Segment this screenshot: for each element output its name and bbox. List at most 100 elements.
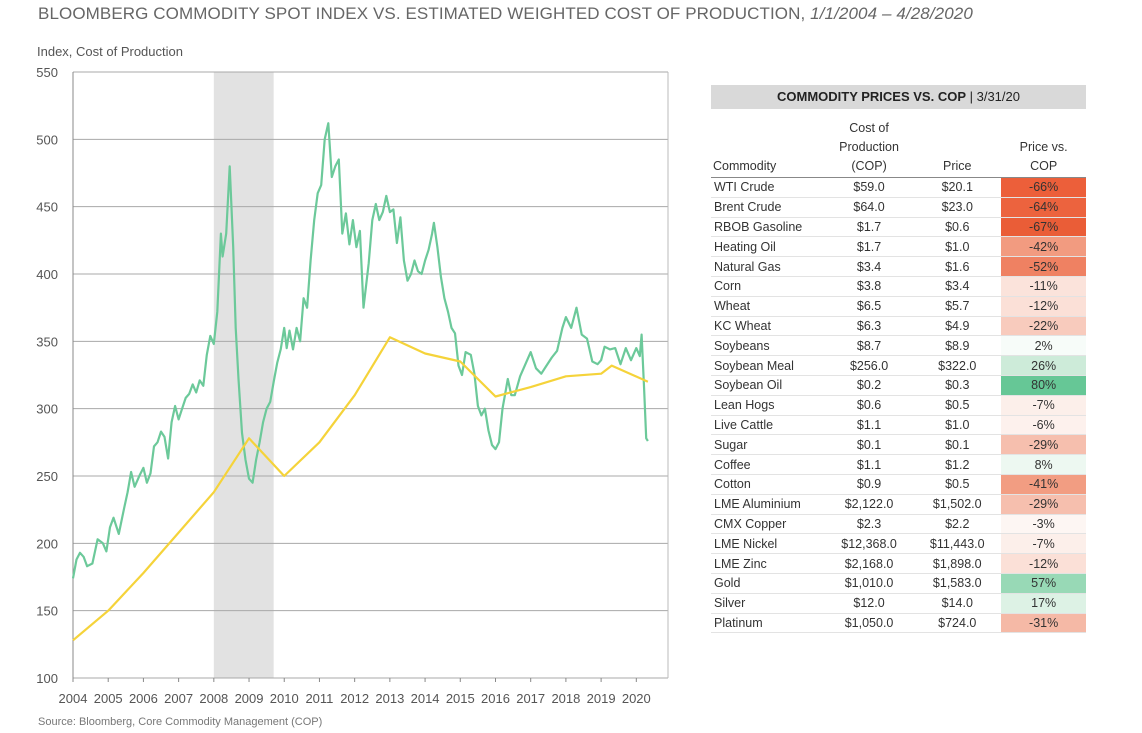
pct-cell: -3% [1001, 514, 1086, 535]
pct-cell: 57% [1001, 573, 1086, 594]
pct-cell: 2% [1001, 335, 1086, 357]
price-cell: $322.0 [913, 355, 1002, 376]
cop-cell: $0.2 [824, 375, 914, 396]
commodity-cell: Silver [711, 593, 825, 614]
x-tick-label: 2016 [481, 691, 510, 706]
table-row: Natural Gas $3.4 $1.6 -52% [711, 256, 1086, 277]
price-cell: $1.6 [913, 256, 1002, 277]
pct-cell: -12% [1001, 553, 1086, 574]
table-header-date: | 3/31/20 [969, 89, 1020, 104]
table-row: Cotton $0.9 $0.5 -41% [711, 474, 1086, 495]
table-header-row: Commodity Cost of Production (COP) Price… [711, 119, 1086, 178]
table-row: LME Nickel $12,368.0 $11,443.0 -7% [711, 533, 1086, 555]
commodity-cell: RBOB Gasoline [711, 217, 825, 238]
cop-cell: $2,168.0 [824, 553, 914, 574]
pct-cell: -12% [1001, 296, 1086, 317]
price-cell: $0.3 [913, 375, 1002, 396]
table-row: LME Zinc $2,168.0 $1,898.0 -12% [711, 553, 1086, 574]
pct-cell: -66% [1001, 177, 1086, 198]
chart-title: BLOOMBERG COMMODITY SPOT INDEX VS. ESTIM… [38, 4, 973, 24]
pct-cell: -6% [1001, 415, 1086, 436]
pct-cell: 17% [1001, 593, 1086, 614]
table-row: WTI Crude $59.0 $20.1 -66% [711, 177, 1086, 198]
x-tick-label: 2004 [59, 691, 88, 706]
commodity-cell: LME Aluminium [711, 494, 825, 515]
x-tick-label: 2009 [235, 691, 264, 706]
price-cell: $1.0 [913, 236, 1002, 258]
chart-title-dates: 1/1/2004 – 4/28/2020 [810, 4, 973, 23]
y-tick-label: 400 [36, 267, 58, 282]
commodity-cell: Soybean Oil [711, 375, 825, 396]
price-cell: $23.0 [913, 197, 1002, 218]
cop-cell: $1.1 [824, 415, 914, 436]
x-tick-label: 2018 [551, 691, 580, 706]
pct-cell: 80% [1001, 375, 1086, 396]
cop-table-panel: COMMODITY PRICES VS. COP | 3/31/20 Commo… [711, 85, 1086, 634]
x-tick-label: 2014 [411, 691, 440, 706]
pct-cell: -7% [1001, 533, 1086, 555]
pct-cell: -29% [1001, 434, 1086, 456]
table-row: Soybean Meal $256.0 $322.0 26% [711, 355, 1086, 376]
cop-cell: $2.3 [824, 514, 914, 535]
commodity-cell: Corn [711, 276, 825, 297]
cop-cell: $256.0 [824, 355, 914, 376]
table-body: WTI Crude $59.0 $20.1 -66% Brent Crude $64.0 $… [711, 177, 1086, 634]
series-line-cost-of-production [72, 336, 649, 642]
commodity-cell: Natural Gas [711, 256, 825, 277]
col-header-pct-line2: COP [1030, 159, 1058, 173]
y-tick-label: 250 [36, 469, 58, 484]
col-header-cop-line3: (COP) [851, 159, 887, 173]
table-row: Heating Oil $1.7 $1.0 -42% [711, 236, 1086, 258]
cop-cell: $59.0 [824, 177, 914, 198]
table-row: Corn $3.8 $3.4 -11% [711, 276, 1086, 297]
chart-title-text: BLOOMBERG COMMODITY SPOT INDEX VS. ESTIM… [38, 4, 806, 23]
table-row: Platinum $1,050.0 $724.0 -31% [711, 613, 1086, 634]
table-row: CMX Copper $2.3 $2.2 -3% [711, 514, 1086, 535]
commodity-cell: WTI Crude [711, 177, 825, 198]
col-header-cop-line1: Cost of [849, 121, 889, 135]
price-cell: $724.0 [913, 613, 1002, 634]
cop-cell: $3.4 [824, 256, 914, 277]
y-axis-label: Index, Cost of Production [37, 44, 183, 59]
shaded-region [213, 72, 274, 678]
table-row: Silver $12.0 $14.0 17% [711, 593, 1086, 614]
commodity-cell: Platinum [711, 613, 825, 634]
y-tick-label: 150 [36, 604, 58, 619]
commodity-cell: Gold [711, 573, 825, 594]
price-cell: $0.5 [913, 474, 1002, 495]
col-header-pct-line1: Price vs. [1019, 140, 1068, 154]
x-tick-label: 2015 [446, 691, 475, 706]
cop-cell: $1.1 [824, 454, 914, 475]
commodity-cell: Soybeans [711, 335, 825, 357]
table-header-bar: COMMODITY PRICES VS. COP | 3/31/20 [711, 85, 1086, 109]
pct-cell: -42% [1001, 236, 1086, 258]
commodity-cell: Soybean Meal [711, 355, 825, 376]
y-tick-label: 100 [36, 671, 58, 686]
pct-cell: 26% [1001, 355, 1086, 376]
col-header-cop: Cost of Production (COP) [824, 119, 914, 178]
line-chart: 100 150 200 250 300 350 400 450 500 550 2004 2005 20… [36, 44, 669, 706]
table-row: LME Aluminium $2,122.0 $1,502.0 -29% [711, 494, 1086, 515]
commodity-cell: Heating Oil [711, 236, 825, 258]
cop-cell: $3.8 [824, 276, 914, 297]
pct-cell: -67% [1001, 217, 1086, 238]
pct-cell: -41% [1001, 474, 1086, 495]
table-row: Wheat $6.5 $5.7 -12% [711, 296, 1086, 317]
series-line-spot-index [71, 122, 649, 579]
x-tick-label: 2010 [270, 691, 299, 706]
y-tick-label: 350 [36, 334, 58, 349]
commodity-cell: Live Cattle [711, 415, 825, 436]
cop-table: Commodity Cost of Production (COP) Price… [711, 119, 1086, 634]
commodity-cell: Cotton [711, 474, 825, 495]
grid-layer [72, 71, 669, 679]
pct-cell: -31% [1001, 613, 1086, 634]
price-cell: $0.5 [913, 395, 1002, 416]
pct-cell: 8% [1001, 454, 1086, 475]
y-tick-label: 550 [36, 65, 58, 80]
cop-cell: $1,010.0 [824, 573, 914, 594]
x-tick-label: 2008 [199, 691, 228, 706]
x-tick-label: 2020 [622, 691, 651, 706]
x-tick-label: 2006 [129, 691, 158, 706]
price-cell: $11,443.0 [913, 533, 1002, 555]
price-cell: $2.2 [913, 514, 1002, 535]
